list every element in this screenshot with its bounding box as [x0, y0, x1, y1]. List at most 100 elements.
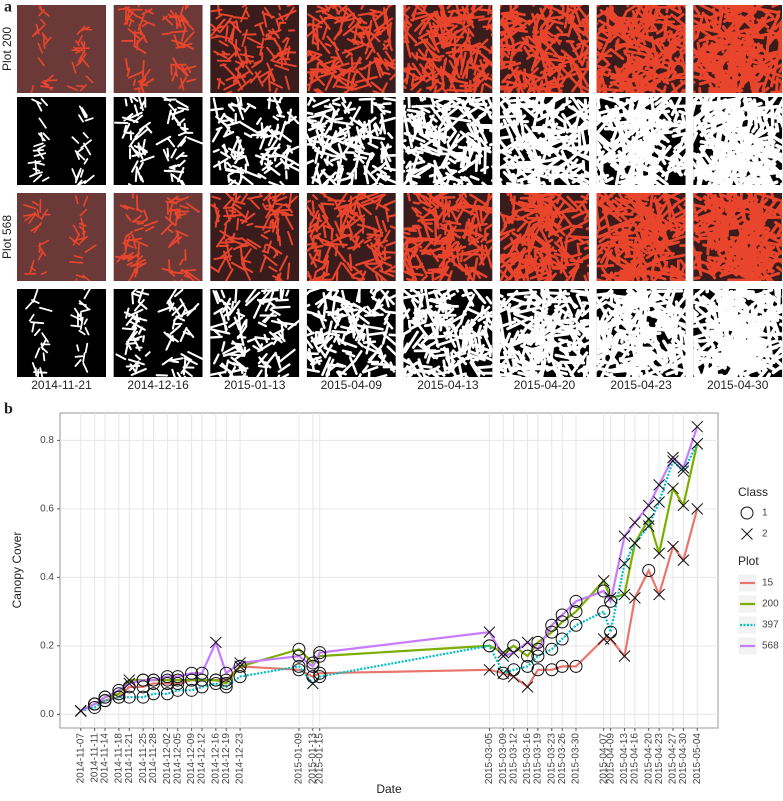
- marker-circle: [569, 605, 583, 619]
- image-tile: [596, 5, 686, 93]
- marker-circle: [233, 670, 247, 684]
- plant-leaves: [596, 193, 686, 281]
- marker-circle: [569, 594, 583, 608]
- marker-cross: [677, 554, 690, 567]
- image-tile: [693, 289, 783, 377]
- marker-cross: [677, 499, 690, 512]
- plant-leaves: [27, 98, 95, 185]
- x-axis-title: Date: [376, 782, 402, 796]
- plant-leaves: [693, 5, 783, 93]
- row-label: Plot 200: [0, 27, 14, 71]
- marker-cross: [604, 633, 617, 645]
- legend-label: 200: [762, 599, 779, 610]
- plant-leaves: [210, 193, 298, 281]
- marker-cross: [653, 479, 665, 491]
- x-tick-label: 2015-04-07: [598, 733, 609, 785]
- x-tick-label: 2015-03-30: [571, 733, 582, 785]
- image-tile: [113, 5, 203, 93]
- marker-cross: [483, 663, 496, 676]
- marker-circle: [569, 659, 583, 673]
- marker-circle: [569, 618, 583, 632]
- y-axis-title: Canopy Cover: [10, 532, 24, 609]
- x-tick-label: 2015-03-05: [484, 733, 495, 785]
- plant-leaves: [500, 289, 589, 377]
- marker-circle: [185, 666, 199, 680]
- marker-cross: [691, 420, 704, 433]
- image-bg: [17, 97, 106, 185]
- marker-circle: [171, 683, 185, 697]
- image-bg: [17, 5, 106, 93]
- image-tile: [210, 193, 300, 281]
- x-tick-label: 2014-11-28: [148, 733, 159, 784]
- plant-leaves: [117, 5, 197, 93]
- marker-circle: [88, 700, 102, 714]
- x-tick-label: 2014-12-09: [186, 733, 197, 785]
- image-tile: [596, 97, 686, 185]
- image-tile: [210, 289, 300, 377]
- marker-circle: [555, 632, 569, 646]
- marker-cross: [618, 530, 631, 543]
- legend-label: 15: [762, 578, 774, 589]
- marker-circle: [555, 659, 569, 673]
- marker-cross: [497, 667, 510, 680]
- marker-circle: [313, 649, 327, 663]
- image-tile: [210, 5, 300, 93]
- marker-circle: [306, 656, 320, 670]
- marker-circle: [147, 673, 161, 687]
- image-tile: [693, 193, 783, 281]
- x-tick-label: 2015-03-16: [522, 733, 533, 785]
- marker-circle: [195, 680, 209, 694]
- x-tick-label: 2015-04-20: [643, 733, 654, 785]
- marker-cross: [677, 461, 690, 474]
- plant-leaves: [210, 97, 300, 185]
- x-tick-label: 2014-11-11: [89, 733, 100, 783]
- marker-cross: [618, 588, 631, 601]
- marker-cross: [667, 540, 679, 553]
- marker-circle: [292, 663, 306, 677]
- marker-circle: [604, 625, 618, 639]
- marker-circle: [555, 608, 569, 622]
- image-tile: [17, 193, 106, 281]
- x-tick-label: 2015-04-16: [630, 733, 641, 785]
- series-line: [80, 443, 699, 712]
- marker-circle: [597, 605, 611, 619]
- image-tile: [596, 193, 686, 281]
- marker-cross: [667, 482, 679, 495]
- marker-cross: [209, 636, 222, 649]
- x-tick-label: 2015-01-09: [294, 733, 305, 785]
- marker-cross: [653, 588, 665, 601]
- marker-circle: [642, 564, 656, 577]
- marker-circle: [531, 649, 545, 663]
- marker-cross: [629, 537, 641, 549]
- plant-leaves: [500, 97, 589, 185]
- marker-cross: [618, 650, 631, 662]
- marker-cross: [234, 660, 246, 673]
- panel-label: b: [4, 401, 13, 418]
- marker-circle: [313, 666, 327, 680]
- image-tile: [403, 5, 493, 93]
- image-tile: [17, 5, 106, 93]
- x-tick-label: 2014-12-02: [162, 733, 173, 785]
- marker-circle: [112, 690, 126, 704]
- image-date: 2015-04-20: [514, 378, 576, 392]
- plant-leaves: [22, 195, 97, 281]
- x-tick-label: 2014-11-25: [138, 733, 149, 784]
- marker-circle: [112, 683, 126, 697]
- marker-cross: [123, 677, 136, 690]
- plant-leaves: [210, 289, 300, 377]
- marker-cross: [507, 670, 520, 683]
- plant-leaves: [403, 97, 493, 185]
- legend-label: 397: [762, 620, 779, 631]
- marker-circle: [98, 690, 112, 704]
- image-tile: [17, 289, 106, 377]
- marker-circle: [122, 690, 136, 704]
- marker-circle: [306, 659, 320, 673]
- marker-cross: [521, 636, 534, 649]
- marker-circle: [545, 625, 559, 639]
- marker-cross: [667, 451, 679, 464]
- marker-circle: [292, 642, 306, 656]
- x-tick-label: 2015-03-12: [508, 733, 519, 785]
- marker-cross: [691, 437, 704, 450]
- marker-circle: [292, 659, 306, 673]
- marker-cross: [521, 681, 534, 693]
